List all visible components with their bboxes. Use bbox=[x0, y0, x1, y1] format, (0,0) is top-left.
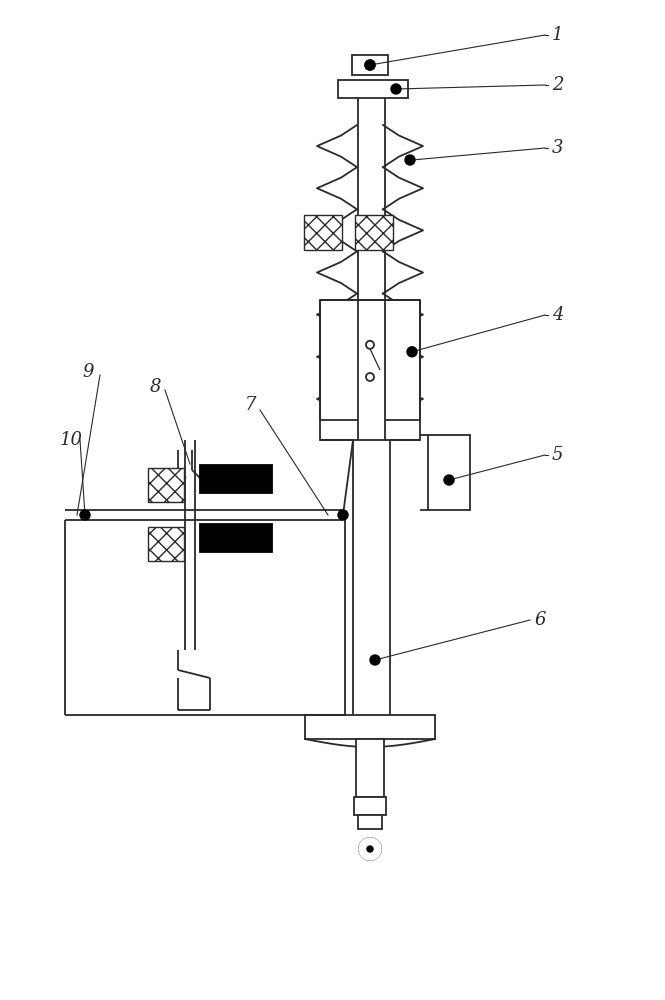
Bar bbox=[428, 435, 470, 510]
Text: 1: 1 bbox=[552, 26, 563, 44]
Bar bbox=[200, 524, 272, 552]
Circle shape bbox=[444, 475, 454, 485]
Circle shape bbox=[366, 341, 374, 349]
Circle shape bbox=[338, 510, 348, 520]
Bar bbox=[354, 797, 386, 815]
Bar bbox=[338, 80, 408, 98]
Text: 9: 9 bbox=[82, 363, 94, 381]
Bar bbox=[358, 815, 382, 829]
Bar bbox=[304, 215, 342, 250]
Bar bbox=[200, 465, 272, 493]
Text: 3: 3 bbox=[552, 139, 563, 157]
Text: 4: 4 bbox=[552, 306, 563, 324]
Bar bbox=[148, 527, 184, 561]
Circle shape bbox=[405, 155, 415, 165]
Bar bbox=[352, 55, 388, 75]
Circle shape bbox=[365, 60, 375, 70]
Circle shape bbox=[370, 655, 380, 665]
Circle shape bbox=[367, 846, 373, 852]
Bar bbox=[305, 715, 435, 739]
Bar bbox=[148, 468, 184, 502]
Circle shape bbox=[366, 373, 374, 381]
Bar bbox=[355, 215, 393, 250]
Circle shape bbox=[359, 838, 381, 860]
Text: 7: 7 bbox=[245, 396, 257, 414]
Circle shape bbox=[391, 84, 401, 94]
Circle shape bbox=[365, 60, 375, 70]
Circle shape bbox=[80, 510, 90, 520]
Bar bbox=[320, 300, 420, 440]
Circle shape bbox=[407, 347, 417, 357]
Text: 6: 6 bbox=[534, 611, 545, 629]
Bar bbox=[356, 739, 384, 797]
Text: 8: 8 bbox=[150, 378, 162, 396]
Text: 2: 2 bbox=[552, 76, 563, 94]
Text: 5: 5 bbox=[552, 446, 563, 464]
Text: 10: 10 bbox=[60, 431, 83, 449]
Circle shape bbox=[359, 838, 381, 860]
